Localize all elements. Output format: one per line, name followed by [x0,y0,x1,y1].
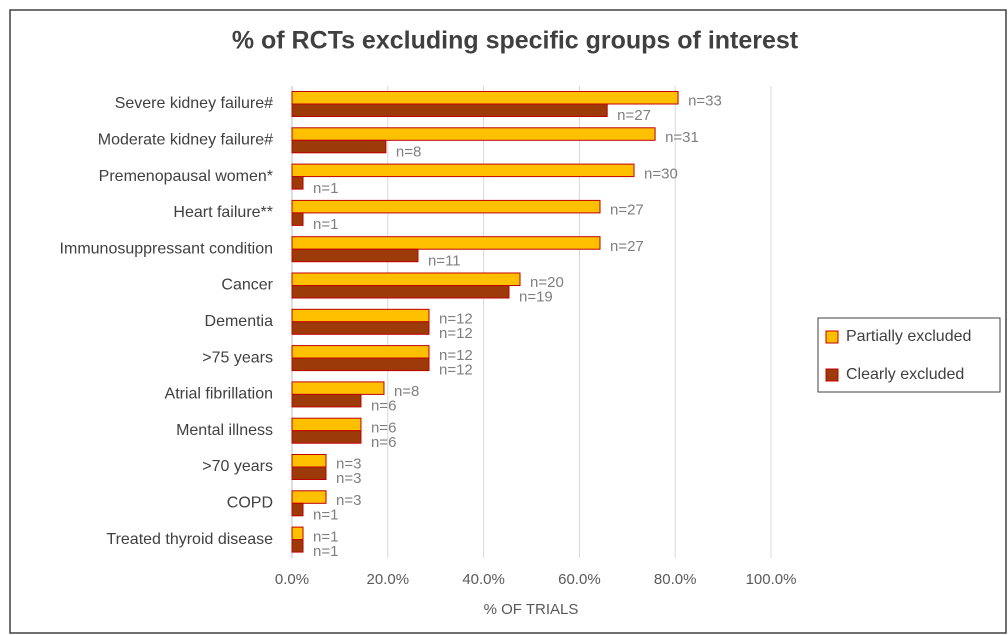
y-tick-label: Severe kidney failure# [115,95,273,112]
bar [291,393,362,408]
bar-annotation: n=20 [530,274,564,291]
bar-annotation: n=3 [336,470,361,487]
legend-box [817,317,1001,393]
bar [291,199,601,214]
bar-annotation: n=27 [610,238,644,255]
bar-annotation: n=33 [688,93,722,110]
x-tick-label: 100.0% [746,571,797,588]
y-tick-label: >70 years [202,458,273,475]
x-tick-label: 80.0% [654,571,697,588]
bar [291,357,430,372]
y-tick-label: Immunosuppressant condition [60,240,273,257]
bar-annotation: n=3 [336,456,361,473]
bar [291,103,608,117]
bar-annotation: n=1 [313,507,338,524]
bar [291,454,327,468]
bar [291,381,385,395]
y-tick-label: COPD [227,495,273,512]
chart-title: % of RCTs excluding specific groups of i… [232,27,799,55]
bar [291,127,656,141]
bar [291,321,430,335]
bar-annotation: n=1 [313,543,338,560]
legend-label: Clearly excluded [846,366,964,383]
bar-annotation: n=30 [644,165,678,182]
bar-annotation: n=1 [313,216,338,233]
bar-annotation: n=12 [439,361,473,378]
bar-annotation: n=31 [665,129,699,146]
bar-annotation: n=6 [371,434,396,451]
bar [291,345,430,359]
bar-annotation: n=11 [428,252,461,269]
y-tick-label: Dementia [205,313,274,330]
y-tick-label: Atrial fibrillation [165,386,273,403]
x-tick-label: 40.0% [462,571,505,588]
bar [291,502,304,517]
bar [291,91,679,105]
y-tick-label: Treated thyroid disease [106,531,273,548]
bar-annotation: n=6 [371,398,396,415]
bar [291,139,387,154]
bar [291,285,510,299]
bar [291,430,362,444]
bar-annotation: n=1 [313,528,338,545]
bar [291,466,327,480]
bar-annotation: n=27 [617,107,651,124]
bar-annotation: n=1 [313,180,338,197]
bar [291,490,327,504]
bar [291,539,304,553]
x-tick-label: 60.0% [558,571,601,588]
bar-annotation: n=12 [439,347,473,364]
bar-annotation: n=12 [439,311,473,328]
bar [291,163,635,178]
legend-marker [825,330,839,344]
y-tick-label: Cancer [221,277,273,294]
bar [291,176,304,190]
legend-label: Partially excluded [846,328,971,345]
bar [291,526,304,541]
x-axis-title: % OF TRIALS [484,601,579,618]
bar-annotation: n=6 [371,419,396,436]
x-tick-label: 20.0% [367,571,410,588]
bar [291,308,430,323]
bar-annotation: n=3 [336,492,361,509]
bar-annotation: n=19 [519,289,553,306]
bar [291,212,304,226]
y-tick-label: Premenopausal women* [99,168,273,185]
legend-marker [825,368,839,382]
bar [291,417,362,432]
bar [291,248,419,263]
bar-annotation: n=27 [610,202,644,219]
y-tick-label: Mental illness [176,422,273,439]
bar [291,272,521,286]
y-tick-label: >75 years [202,349,273,366]
bar-annotation: n=8 [396,144,421,161]
bar [291,236,601,250]
bar-annotation: n=8 [394,383,419,400]
y-tick-label: Moderate kidney failure# [98,132,273,149]
y-tick-label: Heart failure** [173,204,273,221]
x-tick-label: 0.0% [275,571,309,588]
bar-annotation: n=12 [439,325,473,342]
